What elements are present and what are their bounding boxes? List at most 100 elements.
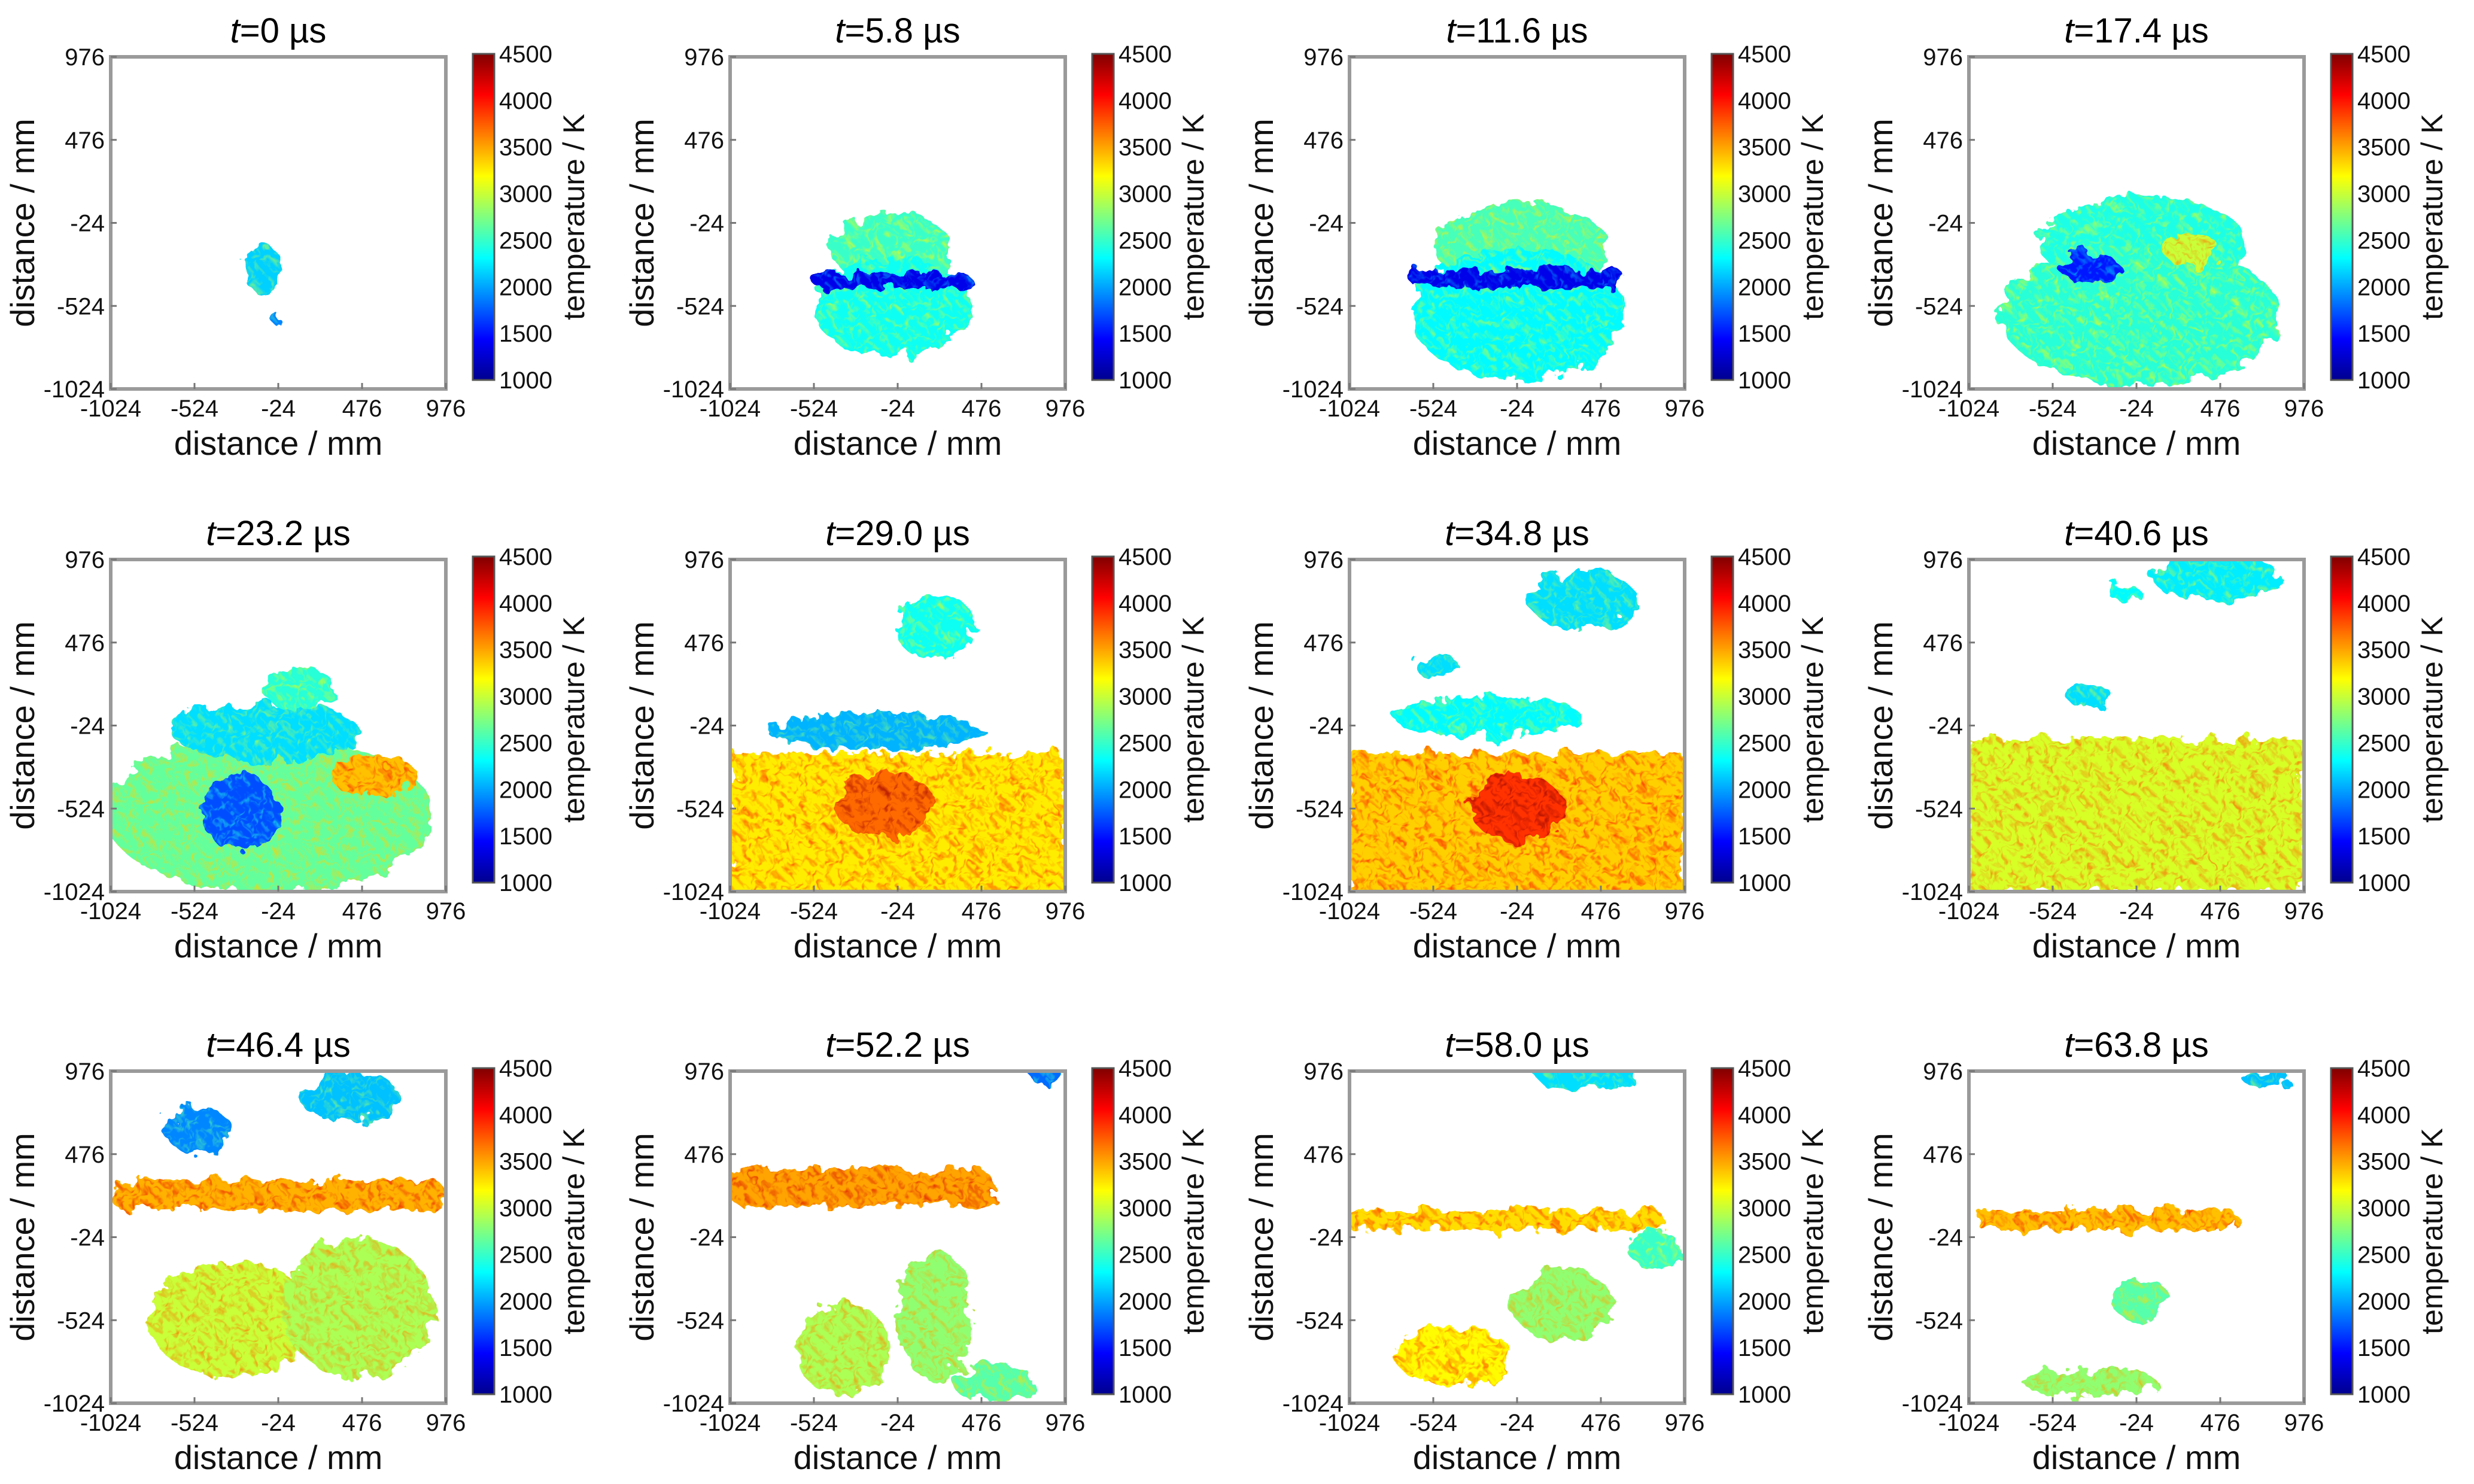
x-axis-label: distance / mm bbox=[1413, 1439, 1622, 1476]
panel-4: t=17.4 µs -1024 -524 -24 476 976 976 476 -24 -524… bbox=[1862, 11, 2449, 462]
x-axis-label: distance / mm bbox=[174, 424, 383, 462]
y-axis-label: distance / mm bbox=[623, 1133, 661, 1342]
x-tick-label: 976 bbox=[2284, 1410, 2324, 1436]
colorbar-tick-label: 1500 bbox=[1738, 321, 1791, 347]
y-tick-label: 476 bbox=[684, 127, 724, 154]
colorbar-frame bbox=[472, 53, 496, 381]
x-tick-label: -1024 bbox=[1938, 1410, 1999, 1436]
x-tick-label: 976 bbox=[1045, 1410, 1086, 1436]
y-axis-label: distance / mm bbox=[623, 621, 661, 830]
colorbar-tick-label: 2000 bbox=[1119, 274, 1172, 300]
colorbar-label: temperature / K bbox=[1177, 616, 1210, 823]
colorbar-tick-label: 1000 bbox=[1119, 870, 1172, 896]
temperature-speckle bbox=[2060, 254, 2121, 284]
y-tick-label: -524 bbox=[676, 796, 724, 822]
colorbar-tick-label: 3000 bbox=[1119, 181, 1172, 208]
x-tick-label: -524 bbox=[790, 396, 838, 422]
colorbar-tick-label: 2000 bbox=[2357, 274, 2411, 300]
panel-11: t=58.0 µs -1024 -524 -24 476 976 976 476 -24 -524… bbox=[1242, 1026, 1829, 1476]
colorbar-label: temperature / K bbox=[2415, 114, 2449, 320]
x-tick-label: -524 bbox=[171, 1410, 218, 1436]
colorbar-tick-label: 4000 bbox=[1119, 88, 1172, 114]
x-tick-label: -524 bbox=[2029, 396, 2077, 422]
colorbar-tick-label: 1500 bbox=[499, 321, 552, 347]
y-tick-label: -24 bbox=[1928, 211, 1963, 237]
colorbar-tick-label: 4500 bbox=[1738, 41, 1791, 68]
y-tick-label: -524 bbox=[1915, 293, 1963, 320]
colorbar-tick-label: 2000 bbox=[1119, 1288, 1172, 1315]
colorbar-tick-label: 1500 bbox=[1738, 1335, 1791, 1361]
panel-title: t=17.4 µs bbox=[2064, 11, 2208, 50]
colorbar-tick-label: 1000 bbox=[1738, 870, 1791, 896]
panel-title-time: =58.0 µs bbox=[1454, 1026, 1589, 1065]
x-axis-label: distance / mm bbox=[794, 927, 1002, 965]
colorbar-tick-label: 3500 bbox=[2357, 135, 2411, 161]
temperature-speckle bbox=[1410, 247, 1625, 381]
panel-title-time: =17.4 µs bbox=[2074, 11, 2208, 50]
colorbar-tick-label: 2000 bbox=[1119, 777, 1172, 803]
y-tick-label: 476 bbox=[1303, 630, 1344, 656]
y-tick-label: -24 bbox=[1309, 1225, 1344, 1251]
y-axis-label: distance / mm bbox=[1242, 621, 1280, 830]
colorbar bbox=[473, 556, 494, 883]
y-tick-label: 976 bbox=[1923, 1059, 1963, 1085]
y-tick-label: -524 bbox=[1915, 796, 1963, 822]
temperature-speckle bbox=[1393, 697, 1582, 737]
colorbar-tick-label: 1000 bbox=[2357, 870, 2411, 896]
x-tick-label: 476 bbox=[1581, 1410, 1621, 1436]
y-tick-label: -24 bbox=[70, 1225, 105, 1251]
y-tick-label: -1024 bbox=[1282, 376, 1344, 403]
x-tick-label: 976 bbox=[1665, 1410, 1705, 1436]
y-tick-label: -24 bbox=[1309, 211, 1344, 237]
y-tick-label: 476 bbox=[1303, 127, 1344, 154]
temperature-speckle bbox=[299, 1072, 400, 1122]
panel-title-time: =40.6 µs bbox=[2074, 514, 2208, 553]
x-tick-label: 476 bbox=[2201, 898, 2241, 925]
temperature-speckle bbox=[2242, 1071, 2290, 1089]
temperature-speckle bbox=[148, 1261, 316, 1378]
panel-title: t=23.2 µs bbox=[206, 514, 350, 553]
colorbar-tick-label: 4000 bbox=[2357, 1102, 2411, 1129]
colorbar-tick-label: 1000 bbox=[2357, 1382, 2411, 1408]
x-tick-label: -524 bbox=[171, 396, 218, 422]
colorbar-tick-label: 4000 bbox=[2357, 591, 2411, 617]
y-tick-label: -1024 bbox=[663, 376, 724, 403]
y-tick-label: 476 bbox=[1923, 630, 1963, 656]
y-tick-label: -524 bbox=[57, 796, 105, 822]
colorbar-tick-label: 3000 bbox=[499, 1196, 552, 1222]
temperature-speckle bbox=[171, 701, 360, 762]
colorbar-tick-label: 4500 bbox=[1119, 41, 1172, 68]
colorbar-frame bbox=[1710, 555, 1734, 884]
colorbar-tick-label: 4500 bbox=[1119, 1056, 1172, 1082]
y-tick-label: -1024 bbox=[1902, 1391, 1963, 1417]
y-tick-label: -524 bbox=[1296, 293, 1344, 320]
y-tick-label: 976 bbox=[1923, 44, 1963, 71]
colorbar bbox=[1712, 556, 1733, 883]
colorbar-label: temperature / K bbox=[1177, 114, 1210, 320]
x-tick-label: -24 bbox=[261, 1410, 296, 1436]
panel-title-time: =52.2 µs bbox=[835, 1026, 969, 1065]
x-tick-label: 976 bbox=[426, 1410, 466, 1436]
x-axis-label: distance / mm bbox=[174, 1439, 383, 1476]
panel-title-var: t bbox=[825, 514, 837, 553]
y-tick-label: 976 bbox=[684, 1059, 724, 1085]
colorbar-tick-label: 3500 bbox=[1738, 135, 1791, 161]
temperature-speckle bbox=[1976, 1209, 2238, 1230]
colorbar-tick-label: 1500 bbox=[1119, 823, 1172, 850]
x-tick-label: 476 bbox=[1581, 396, 1621, 422]
colorbar-tick-label: 2500 bbox=[499, 1242, 552, 1268]
panel-title-var: t bbox=[835, 11, 846, 50]
y-tick-label: -24 bbox=[70, 713, 105, 740]
temperature-speckle bbox=[730, 1168, 994, 1205]
panel-12: t=63.8 µs -1024 -524 -24 476 976 976 476 -24 -524… bbox=[1862, 1026, 2449, 1476]
colorbar-label: temperature / K bbox=[1796, 1128, 1829, 1334]
y-tick-label: -1024 bbox=[44, 1391, 105, 1417]
panel-9: t=46.4 µs -1024 -524 -24 476 976 976 476 -24 -524… bbox=[4, 1026, 591, 1476]
colorbar-tick-label: 4000 bbox=[1738, 88, 1791, 114]
y-axis-label: distance / mm bbox=[4, 1133, 41, 1342]
y-tick-label: 476 bbox=[65, 127, 105, 154]
colorbar-tick-label: 1000 bbox=[499, 1382, 552, 1408]
x-axis-label: distance / mm bbox=[1413, 927, 1622, 965]
x-tick-label: -24 bbox=[1500, 898, 1534, 925]
temperature-speckle bbox=[1410, 270, 1625, 287]
